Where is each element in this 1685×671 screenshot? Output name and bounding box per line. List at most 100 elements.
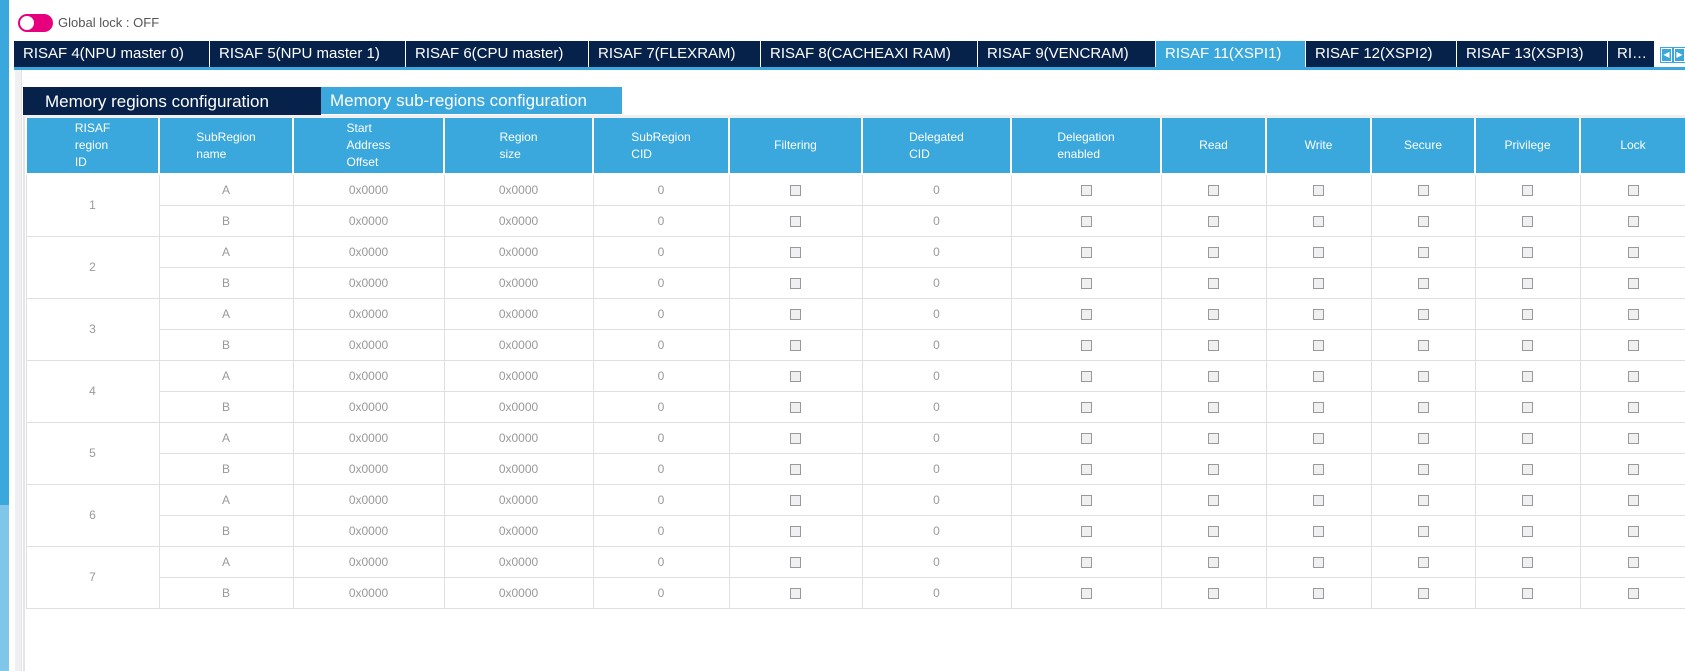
privilege-checkbox[interactable] — [1522, 525, 1533, 537]
privilege-checkbox[interactable] — [1522, 370, 1533, 382]
tab-risaf-1[interactable]: RISAF 5(NPU master 1) — [210, 41, 406, 67]
secure-checkbox[interactable] — [1417, 308, 1429, 320]
delegation-enabled-checkbox[interactable] — [1080, 432, 1092, 444]
tab-risaf-8[interactable]: RISAF 13(XSPI3) — [1457, 41, 1608, 67]
secure-checkbox[interactable] — [1417, 494, 1429, 506]
delegation-enabled-checkbox[interactable] — [1080, 246, 1092, 258]
secure-checkbox[interactable] — [1417, 432, 1429, 444]
delegation-enabled-checkbox[interactable] — [1080, 308, 1092, 320]
privilege-checkbox[interactable] — [1522, 556, 1533, 568]
read-checkbox[interactable] — [1208, 246, 1219, 258]
tab-risaf-2[interactable]: RISAF 6(CPU master) — [406, 41, 589, 67]
privilege-checkbox[interactable] — [1522, 215, 1533, 227]
delegation-enabled-checkbox[interactable] — [1080, 215, 1092, 227]
secure-checkbox[interactable] — [1417, 463, 1429, 475]
write-checkbox[interactable] — [1313, 556, 1324, 568]
read-checkbox[interactable] — [1208, 185, 1219, 197]
privilege-checkbox[interactable] — [1522, 308, 1533, 320]
read-checkbox[interactable] — [1208, 339, 1219, 351]
privilege-checkbox[interactable] — [1522, 432, 1533, 444]
delegation-enabled-checkbox[interactable] — [1080, 494, 1092, 506]
filtering-checkbox[interactable] — [790, 463, 801, 475]
secure-checkbox[interactable] — [1417, 277, 1429, 289]
lock-checkbox[interactable] — [1627, 494, 1639, 506]
secure-checkbox[interactable] — [1417, 185, 1429, 197]
filtering-checkbox[interactable] — [790, 587, 801, 599]
secure-checkbox[interactable] — [1417, 339, 1429, 351]
lock-checkbox[interactable] — [1627, 587, 1639, 599]
secure-checkbox[interactable] — [1417, 401, 1429, 413]
tab-risaf-4[interactable]: RISAF 8(CACHEAXI RAM) — [761, 41, 978, 67]
lock-checkbox[interactable] — [1627, 185, 1639, 197]
read-checkbox[interactable] — [1208, 494, 1219, 506]
delegation-enabled-checkbox[interactable] — [1080, 401, 1092, 413]
read-checkbox[interactable] — [1208, 401, 1219, 413]
delegation-enabled-checkbox[interactable] — [1080, 556, 1092, 568]
filtering-checkbox[interactable] — [790, 432, 801, 444]
secure-checkbox[interactable] — [1417, 215, 1429, 227]
tab-risaf-3[interactable]: RISAF 7(FLEXRAM) — [589, 41, 761, 67]
delegation-enabled-checkbox[interactable] — [1080, 587, 1092, 599]
delegation-enabled-checkbox[interactable] — [1080, 463, 1092, 475]
delegation-enabled-checkbox[interactable] — [1080, 370, 1092, 382]
filtering-checkbox[interactable] — [790, 494, 801, 506]
write-checkbox[interactable] — [1313, 587, 1324, 599]
secure-checkbox[interactable] — [1417, 525, 1429, 537]
filtering-checkbox[interactable] — [790, 339, 801, 351]
filtering-checkbox[interactable] — [790, 556, 801, 568]
filtering-checkbox[interactable] — [790, 277, 801, 289]
lock-checkbox[interactable] — [1627, 432, 1639, 444]
privilege-checkbox[interactable] — [1522, 246, 1533, 258]
write-checkbox[interactable] — [1313, 494, 1324, 506]
lock-checkbox[interactable] — [1627, 277, 1639, 289]
read-checkbox[interactable] — [1208, 525, 1219, 537]
tab-memory-subregions[interactable]: Memory sub-regions configuration — [321, 87, 622, 114]
write-checkbox[interactable] — [1313, 277, 1324, 289]
write-checkbox[interactable] — [1313, 432, 1324, 444]
read-checkbox[interactable] — [1208, 432, 1219, 444]
privilege-checkbox[interactable] — [1522, 494, 1533, 506]
lock-checkbox[interactable] — [1627, 246, 1639, 258]
tab-memory-regions[interactable]: Memory regions configuration — [23, 87, 321, 115]
filtering-checkbox[interactable] — [790, 185, 801, 197]
lock-checkbox[interactable] — [1627, 308, 1639, 320]
secure-checkbox[interactable] — [1417, 246, 1429, 258]
privilege-checkbox[interactable] — [1522, 277, 1533, 289]
read-checkbox[interactable] — [1208, 587, 1219, 599]
lock-checkbox[interactable] — [1627, 339, 1639, 351]
filtering-checkbox[interactable] — [790, 215, 801, 227]
secure-checkbox[interactable] — [1417, 556, 1429, 568]
read-checkbox[interactable] — [1208, 556, 1219, 568]
write-checkbox[interactable] — [1313, 339, 1324, 351]
tab-risaf-5[interactable]: RISAF 9(VENCRAM) — [978, 41, 1156, 67]
filtering-checkbox[interactable] — [790, 525, 801, 537]
write-checkbox[interactable] — [1313, 370, 1324, 382]
privilege-checkbox[interactable] — [1522, 587, 1533, 599]
read-checkbox[interactable] — [1208, 308, 1219, 320]
global-lock-toggle[interactable] — [18, 14, 53, 32]
scroll-left-icon[interactable]: ◀ — [1660, 47, 1673, 63]
filtering-checkbox[interactable] — [790, 401, 801, 413]
lock-checkbox[interactable] — [1627, 215, 1639, 227]
secure-checkbox[interactable] — [1417, 370, 1429, 382]
tab-risaf-9[interactable]: RI… — [1608, 41, 1655, 67]
read-checkbox[interactable] — [1208, 277, 1219, 289]
lock-checkbox[interactable] — [1627, 401, 1639, 413]
write-checkbox[interactable] — [1313, 308, 1324, 320]
delegation-enabled-checkbox[interactable] — [1080, 277, 1092, 289]
filtering-checkbox[interactable] — [790, 308, 801, 320]
tab-risaf-0[interactable]: RISAF 4(NPU master 0) — [14, 41, 210, 67]
privilege-checkbox[interactable] — [1522, 185, 1533, 197]
read-checkbox[interactable] — [1208, 463, 1219, 475]
write-checkbox[interactable] — [1313, 463, 1324, 475]
delegation-enabled-checkbox[interactable] — [1080, 339, 1092, 351]
privilege-checkbox[interactable] — [1522, 463, 1533, 475]
privilege-checkbox[interactable] — [1522, 339, 1533, 351]
write-checkbox[interactable] — [1313, 246, 1324, 258]
lock-checkbox[interactable] — [1627, 370, 1639, 382]
write-checkbox[interactable] — [1313, 185, 1324, 197]
delegation-enabled-checkbox[interactable] — [1080, 185, 1092, 197]
secure-checkbox[interactable] — [1417, 587, 1429, 599]
lock-checkbox[interactable] — [1627, 556, 1639, 568]
filtering-checkbox[interactable] — [790, 370, 801, 382]
